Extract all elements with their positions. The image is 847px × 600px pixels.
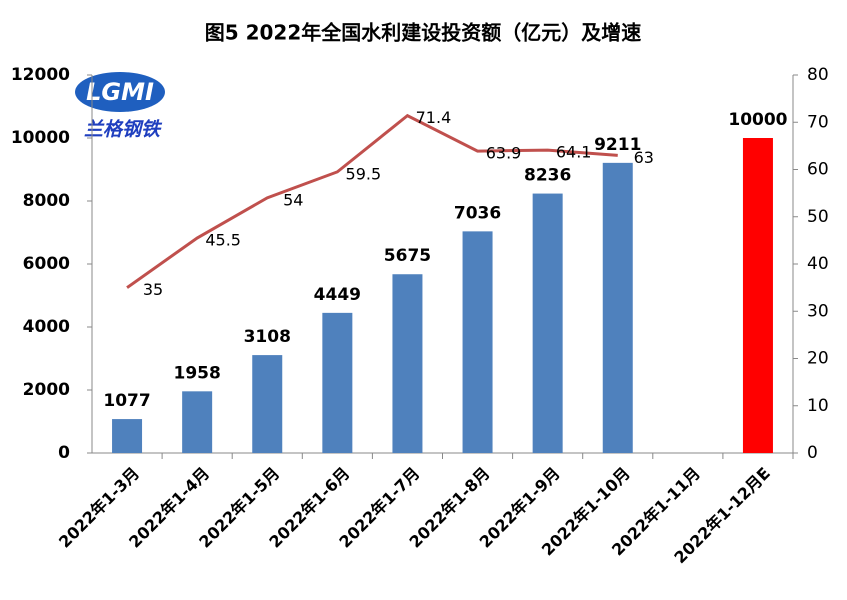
logo-text: LGMI [86,78,154,106]
bar-value-label: 3108 [244,327,291,347]
bar [182,391,213,453]
line-value-label: 45.5 [205,231,241,250]
bar-value-label: 10000 [728,110,787,130]
bar [462,231,493,453]
y-tick-label: 2000 [23,380,70,400]
y-tick-label: 0 [58,443,70,463]
logo-subtitle: 兰格钢铁 [84,119,163,141]
bar [742,138,773,453]
bar [252,355,283,453]
line-value-label: 71.4 [416,108,452,127]
bar-value-label: 1077 [103,391,150,411]
line-value-label: 63.9 [486,144,522,163]
bar-value-label: 8236 [524,166,571,186]
y-tick-label: 12000 [11,65,70,85]
y2-tick-label: 10 [807,396,829,416]
y2-tick-label: 20 [807,349,829,369]
line-value-label: 35 [143,280,163,299]
bar-value-label: 7036 [454,203,501,223]
y-tick-label: 10000 [11,128,70,148]
bar-value-label: 1958 [173,363,220,383]
bar [602,162,633,453]
y-tick-label: 6000 [23,254,70,274]
bar-value-label: 4449 [314,285,361,305]
logo-badge [75,72,165,112]
y2-tick-label: 30 [807,301,829,321]
y2-tick-label: 60 [807,160,829,180]
bar [532,193,563,454]
chart-title: 图5 2022年全国水利建设投资额（亿元）及增速 [205,21,642,45]
bar-value-label: 9211 [594,135,641,155]
bar [112,419,143,453]
y2-tick-label: 80 [807,65,829,85]
line-value-label: 54 [283,190,303,209]
logo: LGMI 兰格钢铁 [75,72,165,141]
y-tick-label: 8000 [23,191,70,211]
line-value-label: 64.1 [556,143,592,162]
bar [322,312,353,453]
bar [392,274,423,453]
y2-tick-label: 40 [807,254,829,274]
y2-tick-label: 70 [807,112,829,132]
line-value-label: 59.5 [346,164,382,183]
bar-value-label: 5675 [384,246,431,266]
line [126,113,618,289]
y2-tick-label: 50 [807,207,829,227]
y2-tick-label: 0 [807,443,818,463]
y-tick-label: 4000 [23,317,70,337]
line-value-label: 63 [634,148,654,167]
